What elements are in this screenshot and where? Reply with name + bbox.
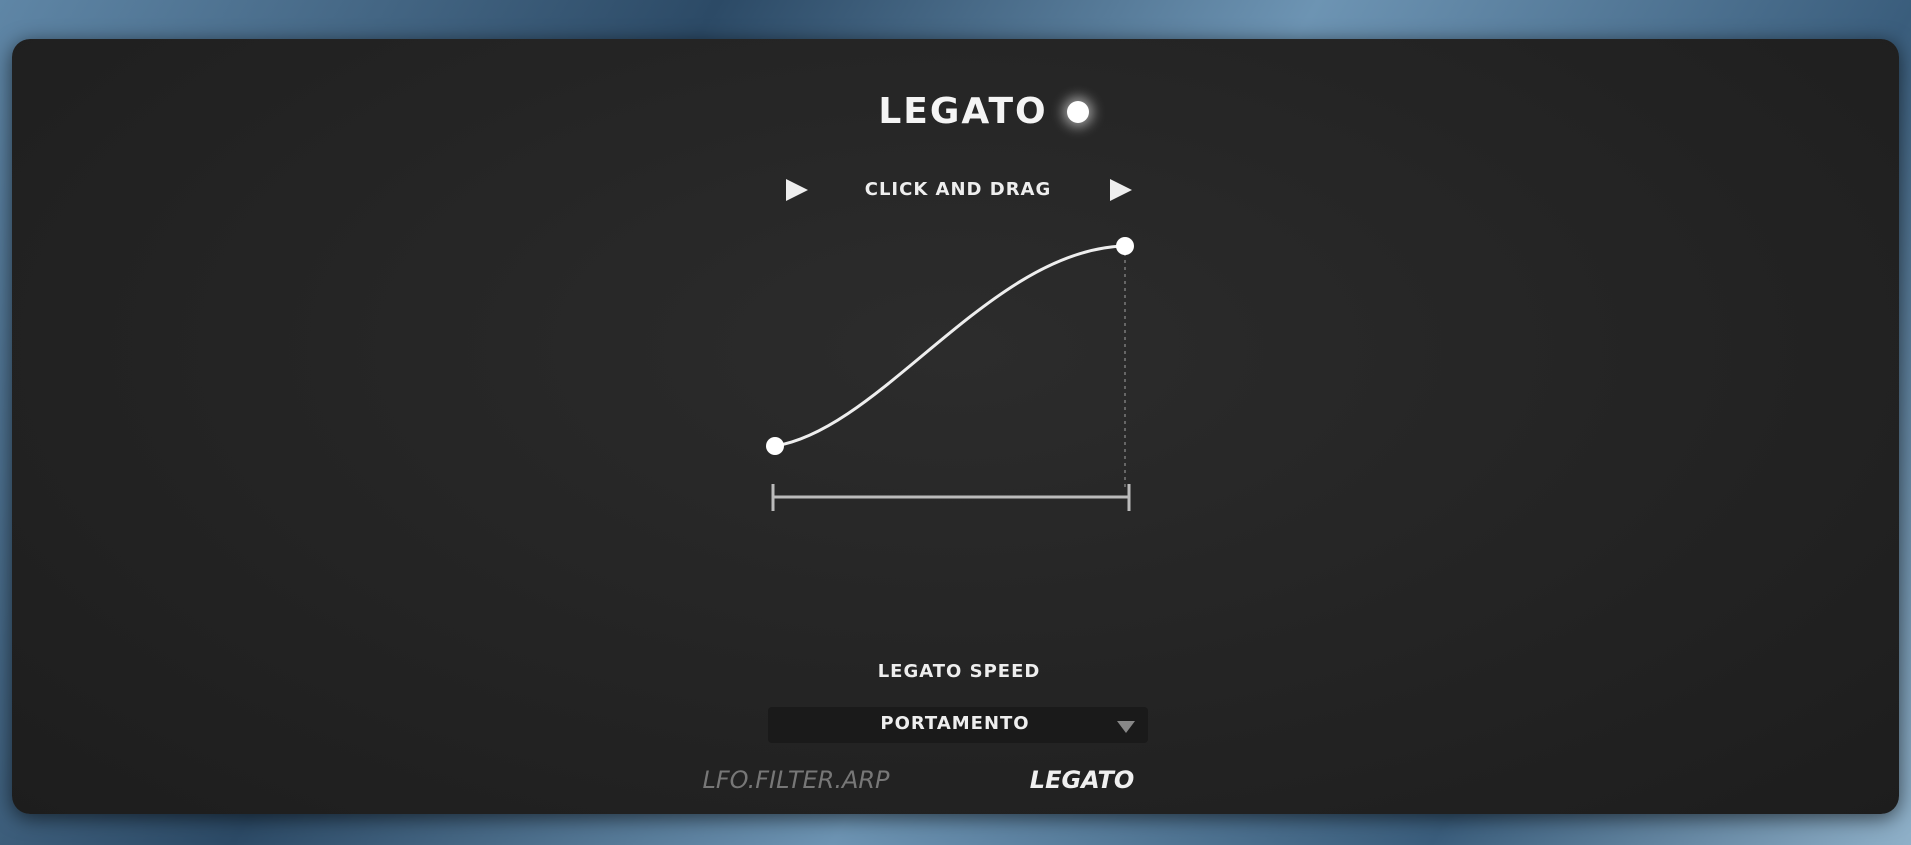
tab-active[interactable]: LEGATO — [1030, 766, 1134, 794]
legato-curve[interactable] — [775, 246, 1125, 446]
prev-arrow[interactable] — [786, 179, 808, 201]
tab[interactable]: LFO.FILTER.ARP — [702, 766, 889, 794]
curve-editor — [12, 39, 1899, 814]
legato-panel: LEGATO CLICK AND DRAG LEGATO SPEED PORTA… — [12, 39, 1899, 814]
speed-label: LEGATO SPEED — [878, 661, 1041, 682]
app-window: LEGATO CLICK AND DRAG LEGATO SPEED PORTA… — [0, 0, 1911, 845]
next-arrow[interactable] — [1110, 179, 1132, 201]
start-handle[interactable] — [766, 437, 784, 455]
dropdown-value[interactable]: PORTAMENTO — [880, 713, 1029, 734]
end-handle[interactable] — [1116, 237, 1134, 255]
